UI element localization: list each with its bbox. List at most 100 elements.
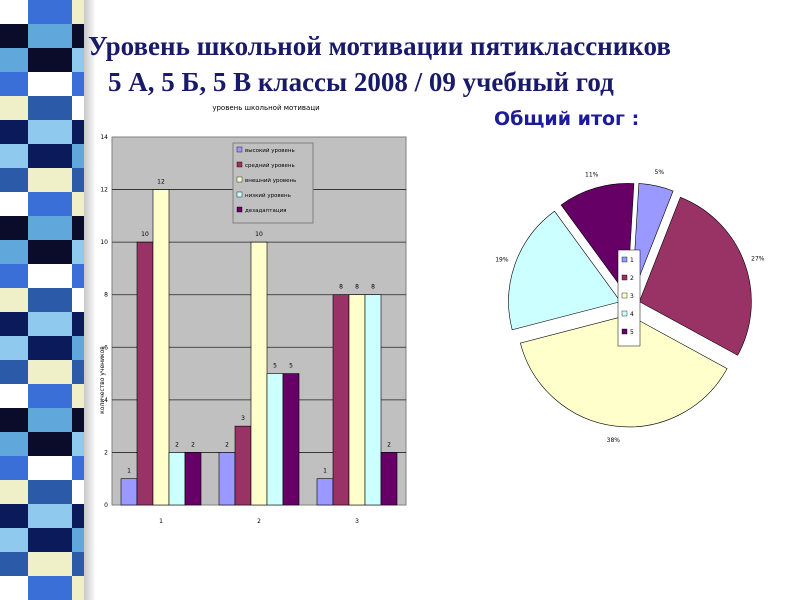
pie-slice: [631, 183, 674, 296]
y-tick-label: 6: [104, 344, 108, 351]
legend-swatch: [236, 191, 243, 198]
bar-data-label: 10: [255, 231, 263, 238]
title-line-2: 5 А, 5 Б, 5 В классы 2008 / 09 учебный г…: [108, 67, 614, 97]
legend-label: 5: [630, 329, 634, 336]
pie-data-label: 5%: [655, 169, 665, 176]
legend-swatch: [236, 206, 243, 213]
summary-heading: Общий итог :: [494, 108, 640, 130]
legend-swatch: [236, 176, 243, 183]
legend-label: 1: [630, 257, 634, 264]
pie-chart: 5% 27% 38% 19% 11% 1 2 3 4 5: [495, 169, 765, 444]
bar-data-label: 8: [339, 284, 343, 291]
strip-band: [0, 408, 95, 432]
strip-band: [0, 216, 95, 240]
pie-data-label: 27%: [751, 256, 765, 263]
strip-band: [0, 240, 95, 264]
bar-data-label: 1: [323, 468, 327, 475]
pie-slice: [560, 183, 635, 297]
legend-label: высокий уровень: [245, 147, 295, 154]
x-tick-label: 1: [159, 518, 163, 525]
strip-band: [0, 192, 95, 216]
strip-band: [0, 264, 95, 288]
bar-legend: [232, 142, 314, 224]
bar: [250, 241, 268, 506]
bar-data-label: 8: [355, 284, 359, 291]
legend-swatch: [621, 328, 628, 335]
bar: [332, 294, 350, 506]
bar: [266, 373, 284, 506]
bar-data-label: 10: [141, 231, 149, 238]
legend-label: 3: [630, 293, 634, 300]
strip-band: [0, 432, 95, 456]
y-tick-label: 14: [100, 134, 108, 141]
strip-band: [0, 96, 95, 120]
bar-chart-ylabel: количество учеников: [99, 346, 106, 414]
y-tick-label: 2: [104, 449, 108, 456]
bar: [184, 452, 202, 506]
bar-data-label: 12: [157, 179, 165, 186]
legend-label: низкий уровень: [245, 192, 291, 199]
x-tick-label: 2: [257, 518, 261, 525]
strip-band: [0, 360, 95, 384]
bar: [168, 452, 186, 506]
strip-band: [0, 312, 95, 336]
legend-swatch: [236, 146, 243, 153]
strip-band: [0, 48, 95, 72]
strip-band: [0, 144, 95, 168]
legend-swatch: [621, 256, 628, 263]
pie-data-label: 11%: [585, 172, 599, 179]
bar: [120, 478, 138, 506]
bar-data-label: 8: [371, 284, 375, 291]
legend-label: дезадаптация: [245, 208, 286, 214]
pie-legend: [617, 249, 641, 347]
legend-swatch: [621, 274, 628, 281]
bar-data-label: 2: [225, 441, 229, 448]
pie-data-label: 38%: [607, 437, 621, 444]
y-tick-label: 10: [100, 239, 108, 246]
bar-data-label: 2: [175, 441, 179, 448]
bar: [152, 189, 170, 506]
bar-data-label: 5: [273, 363, 277, 370]
x-tick-label: 3: [355, 518, 359, 525]
decorative-strip: [0, 0, 95, 600]
bar-chart: уровень школьной мотиваци количество уче…: [99, 104, 407, 525]
bar-data-label: 5: [289, 363, 293, 370]
strip-band: [0, 168, 95, 192]
bar: [218, 452, 236, 506]
y-tick-label: 0: [104, 502, 108, 509]
bar: [136, 241, 154, 506]
title-line-1: Уровень школьной мотивации пятикласснико…: [88, 31, 671, 61]
strip-band: [0, 24, 95, 48]
bar: [234, 425, 252, 506]
y-tick-label: 8: [104, 292, 108, 299]
strip-band: [0, 384, 95, 408]
strip-band: [0, 336, 95, 360]
strip-band: [0, 504, 95, 528]
strip-band: [0, 576, 95, 600]
slide-title: Уровень школьной мотивации пятикласснико…: [88, 28, 788, 100]
strip-band: [0, 120, 95, 144]
bar: [380, 452, 398, 506]
legend-label: 2: [630, 275, 634, 282]
strip-band: [0, 456, 95, 480]
legend-swatch: [621, 310, 628, 317]
pie-slice: [508, 210, 622, 331]
legend-swatch: [621, 292, 628, 299]
pie-data-label: 19%: [495, 256, 509, 263]
bar-data-label: 2: [191, 441, 195, 448]
strip-band: [0, 480, 95, 504]
y-tick-label: 4: [104, 397, 108, 404]
bar: [316, 478, 334, 506]
legend-label: внешний уровень: [245, 177, 296, 184]
pie-slice: [520, 314, 728, 428]
strip-band: [0, 552, 95, 576]
bar: [348, 294, 366, 506]
legend-swatch: [236, 161, 243, 168]
bar-data-label: 1: [127, 468, 131, 475]
strip-band: [0, 72, 95, 96]
bar-data-label: 3: [241, 415, 245, 422]
strip-band: [0, 0, 95, 24]
y-tick-label: 12: [100, 187, 108, 194]
strip-band: [0, 528, 95, 552]
bar: [282, 373, 300, 506]
